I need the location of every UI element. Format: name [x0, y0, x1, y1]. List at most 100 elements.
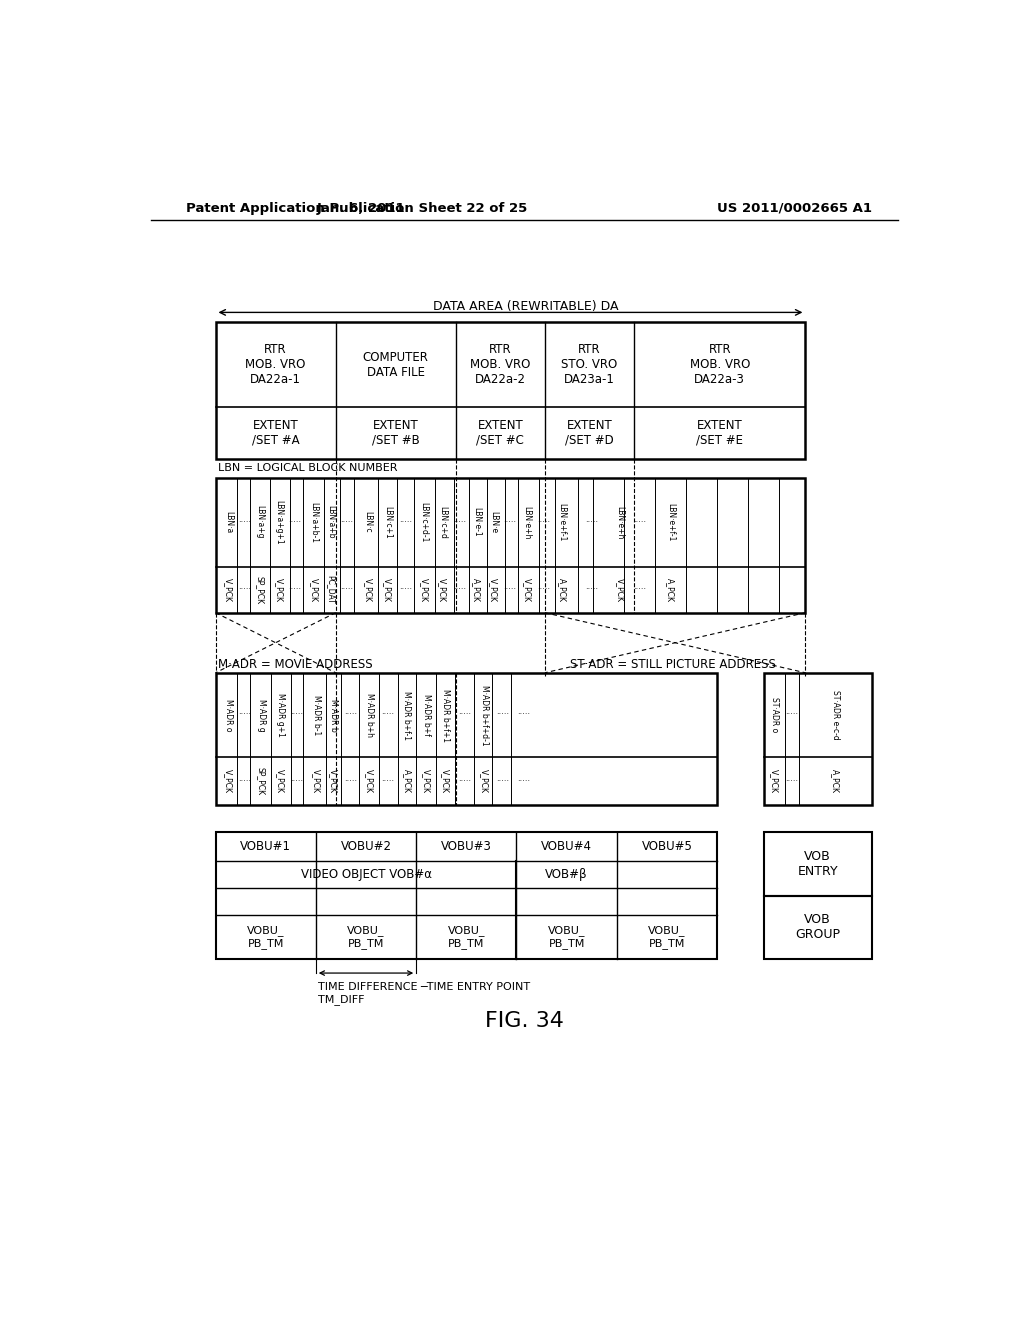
Text: V_PCK: V_PCK: [438, 578, 447, 602]
Text: VOB
ENTRY: VOB ENTRY: [798, 850, 838, 878]
Text: EXTENT
/SET #C: EXTENT /SET #C: [476, 418, 524, 447]
Text: SP_PCK: SP_PCK: [257, 767, 266, 796]
Text: LBN·e+h: LBN·e+h: [522, 506, 531, 539]
Text: RTR
MOB. VRO
DA22a-2: RTR MOB. VRO DA22a-2: [470, 343, 530, 387]
Text: LBN·a+b-1: LBN·a+b-1: [309, 502, 318, 543]
Text: M·ADR = MOVIE ADDRESS: M·ADR = MOVIE ADDRESS: [218, 657, 373, 671]
Text: VIDEO OBJECT VOB#α: VIDEO OBJECT VOB#α: [300, 869, 431, 882]
Text: COMPUTER
DATA FILE: COMPUTER DATA FILE: [362, 351, 429, 379]
Text: ·····: ·····: [517, 777, 529, 785]
Text: ·····: ·····: [517, 710, 529, 719]
Bar: [764, 673, 872, 805]
Text: ·····: ·····: [288, 517, 301, 527]
Text: ·····: ·····: [238, 517, 251, 527]
Text: ·····: ·····: [288, 585, 301, 594]
Text: ·····: ·····: [585, 517, 598, 527]
Text: EXTENT
/SET #D: EXTENT /SET #D: [565, 418, 613, 447]
Text: V_PCK: V_PCK: [329, 770, 338, 793]
Text: V_PCK: V_PCK: [480, 770, 489, 793]
Bar: [216, 673, 717, 805]
Text: RTR
STO. VRO
DA23a-1: RTR STO. VRO DA23a-1: [561, 343, 617, 387]
Text: LBN·e+f-1: LBN·e+f-1: [557, 503, 566, 541]
Text: V_PCK: V_PCK: [274, 578, 284, 602]
Text: V_PCK: V_PCK: [224, 578, 233, 602]
Text: DATA AREA (REWRITABLE) DA: DATA AREA (REWRITABLE) DA: [433, 300, 618, 313]
Text: VOBU_
PB_TM: VOBU_ PB_TM: [447, 925, 485, 949]
Text: LBN = LOGICAL BLOCK NUMBER: LBN = LOGICAL BLOCK NUMBER: [218, 463, 397, 473]
Text: ·····: ·····: [459, 710, 472, 719]
Text: ·····: ·····: [538, 517, 551, 527]
Text: ·····: ·····: [496, 710, 509, 719]
Text: LBN·a: LBN·a: [224, 511, 233, 533]
Text: V_PCK: V_PCK: [309, 578, 318, 602]
Text: V_PCK: V_PCK: [312, 770, 321, 793]
Text: FIG. 34: FIG. 34: [485, 1011, 564, 1031]
Text: ST·ADR = STILL PICTURE ADDRESS: ST·ADR = STILL PICTURE ADDRESS: [569, 657, 775, 671]
Text: RTR
MOB. VRO
DA22a-1: RTR MOB. VRO DA22a-1: [246, 343, 306, 387]
Text: V_PCK: V_PCK: [422, 770, 431, 793]
Text: PC_DAT: PC_DAT: [327, 576, 336, 605]
Text: V_PCK: V_PCK: [276, 770, 285, 793]
Text: ·····: ·····: [340, 585, 353, 594]
Text: SP_PCK: SP_PCK: [255, 576, 264, 603]
Text: M·ADR b+f-1: M·ADR b+f-1: [402, 690, 412, 739]
Text: LBN·c+d-1: LBN·c+d-1: [420, 502, 429, 543]
Text: LBN·a+b: LBN·a+b: [327, 506, 336, 539]
Text: M·ADR g: M·ADR g: [257, 698, 266, 731]
Text: A_PCK: A_PCK: [402, 770, 412, 793]
Text: TIME DIFFERENCE: TIME DIFFERENCE: [318, 982, 418, 991]
Text: LBN·a+g: LBN·a+g: [255, 506, 264, 539]
Text: VOBU_
PB_TM: VOBU_ PB_TM: [548, 925, 586, 949]
Text: EXTENT
/SET #E: EXTENT /SET #E: [696, 418, 743, 447]
Text: ·····: ·····: [238, 585, 251, 594]
Text: V_PCK: V_PCK: [364, 578, 373, 602]
Text: M·ADR o: M·ADR o: [224, 698, 233, 731]
Bar: [764, 832, 872, 896]
Text: ST·ADR o: ST·ADR o: [770, 697, 779, 733]
Text: V_PCK: V_PCK: [366, 770, 375, 793]
Text: ·····: ·····: [633, 517, 646, 527]
Text: M·ADR g+1: M·ADR g+1: [276, 693, 285, 737]
Text: ·····: ·····: [238, 710, 251, 719]
Text: VOB
GROUP: VOB GROUP: [796, 913, 841, 941]
Text: LBN·e: LBN·e: [489, 511, 499, 533]
Text: LBN·c+d: LBN·c+d: [438, 506, 447, 539]
Bar: [764, 896, 872, 960]
Text: ·····: ·····: [381, 710, 394, 719]
Text: V_PCK: V_PCK: [615, 578, 625, 602]
Text: M·ADR b-1: M·ADR b-1: [312, 696, 321, 735]
Text: M·ADR b: M·ADR b: [329, 698, 338, 731]
Text: V_PCK: V_PCK: [224, 770, 233, 793]
Text: ·····: ·····: [399, 585, 412, 594]
Text: ·····: ·····: [503, 517, 516, 527]
Bar: [216, 478, 805, 612]
Text: ·····: ·····: [291, 710, 303, 719]
Text: ·····: ·····: [238, 777, 251, 785]
Text: ·····: ·····: [381, 777, 394, 785]
Text: VOBU#1: VOBU#1: [241, 841, 291, 853]
Text: ·····: ·····: [340, 517, 353, 527]
Text: ·····: ·····: [503, 585, 516, 594]
Text: ·····: ·····: [291, 777, 303, 785]
Text: Patent Application Publication: Patent Application Publication: [186, 202, 414, 215]
Text: A_PCK: A_PCK: [666, 578, 675, 602]
Text: LBN·e+h: LBN·e+h: [615, 506, 625, 539]
Text: VOBU_
PB_TM: VOBU_ PB_TM: [648, 925, 686, 949]
Text: US 2011/0002665 A1: US 2011/0002665 A1: [717, 202, 872, 215]
Text: ·····: ·····: [399, 517, 412, 527]
Bar: [216, 322, 805, 459]
Text: ·····: ·····: [344, 710, 357, 719]
Text: ·····: ·····: [459, 777, 472, 785]
Text: LBN·e+f-1: LBN·e+f-1: [666, 503, 675, 541]
Text: M·ADR b+f+1: M·ADR b+f+1: [441, 689, 451, 742]
Text: ─TIME ENTRY POINT: ─TIME ENTRY POINT: [420, 982, 530, 991]
Text: ·····: ·····: [538, 585, 551, 594]
Text: VOB#β: VOB#β: [545, 869, 588, 882]
Text: VOBU_
PB_TM: VOBU_ PB_TM: [347, 925, 385, 949]
Text: ·····: ·····: [454, 585, 466, 594]
Text: EXTENT
/SET #B: EXTENT /SET #B: [372, 418, 420, 447]
Text: VOBU#3: VOBU#3: [441, 841, 492, 853]
Text: ·····: ·····: [496, 777, 509, 785]
Text: ·····: ·····: [344, 777, 357, 785]
Text: V_PCK: V_PCK: [489, 578, 499, 602]
